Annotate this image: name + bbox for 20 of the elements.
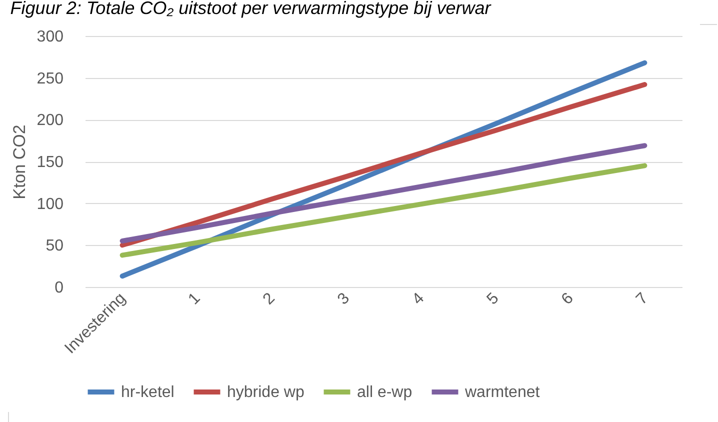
chart-title: Figuur 2: Totale CO₂ uitstoot per verwarmingstype bij verwar: [10, 0, 492, 18]
y-tick-label: 300: [36, 28, 64, 46]
x-tick-label: 5: [484, 290, 502, 308]
x-tick-label: 1: [185, 290, 204, 308]
y-tick-label: 200: [36, 112, 64, 130]
y-tick-label: 0: [54, 280, 64, 296]
y-tick-label: 100: [36, 196, 64, 213]
legend-label: warmtenet: [464, 384, 540, 401]
x-tick-label: 2: [260, 290, 278, 308]
y-tick-label: 150: [36, 154, 64, 171]
x-tick-label: 4: [409, 290, 428, 308]
x-tick-label: 6: [558, 290, 577, 308]
y-tick-label: 250: [36, 70, 64, 88]
x-tick-label: 7: [633, 290, 652, 308]
legend-label: all e-wp: [357, 384, 412, 401]
legend-label: hybride wp: [227, 384, 304, 401]
x-tick-label: 3: [334, 290, 354, 308]
y-tick-label: 50: [46, 238, 64, 255]
legend-label: hr-ketel: [121, 384, 174, 401]
y-axis-title: Kton CO2: [10, 124, 29, 200]
